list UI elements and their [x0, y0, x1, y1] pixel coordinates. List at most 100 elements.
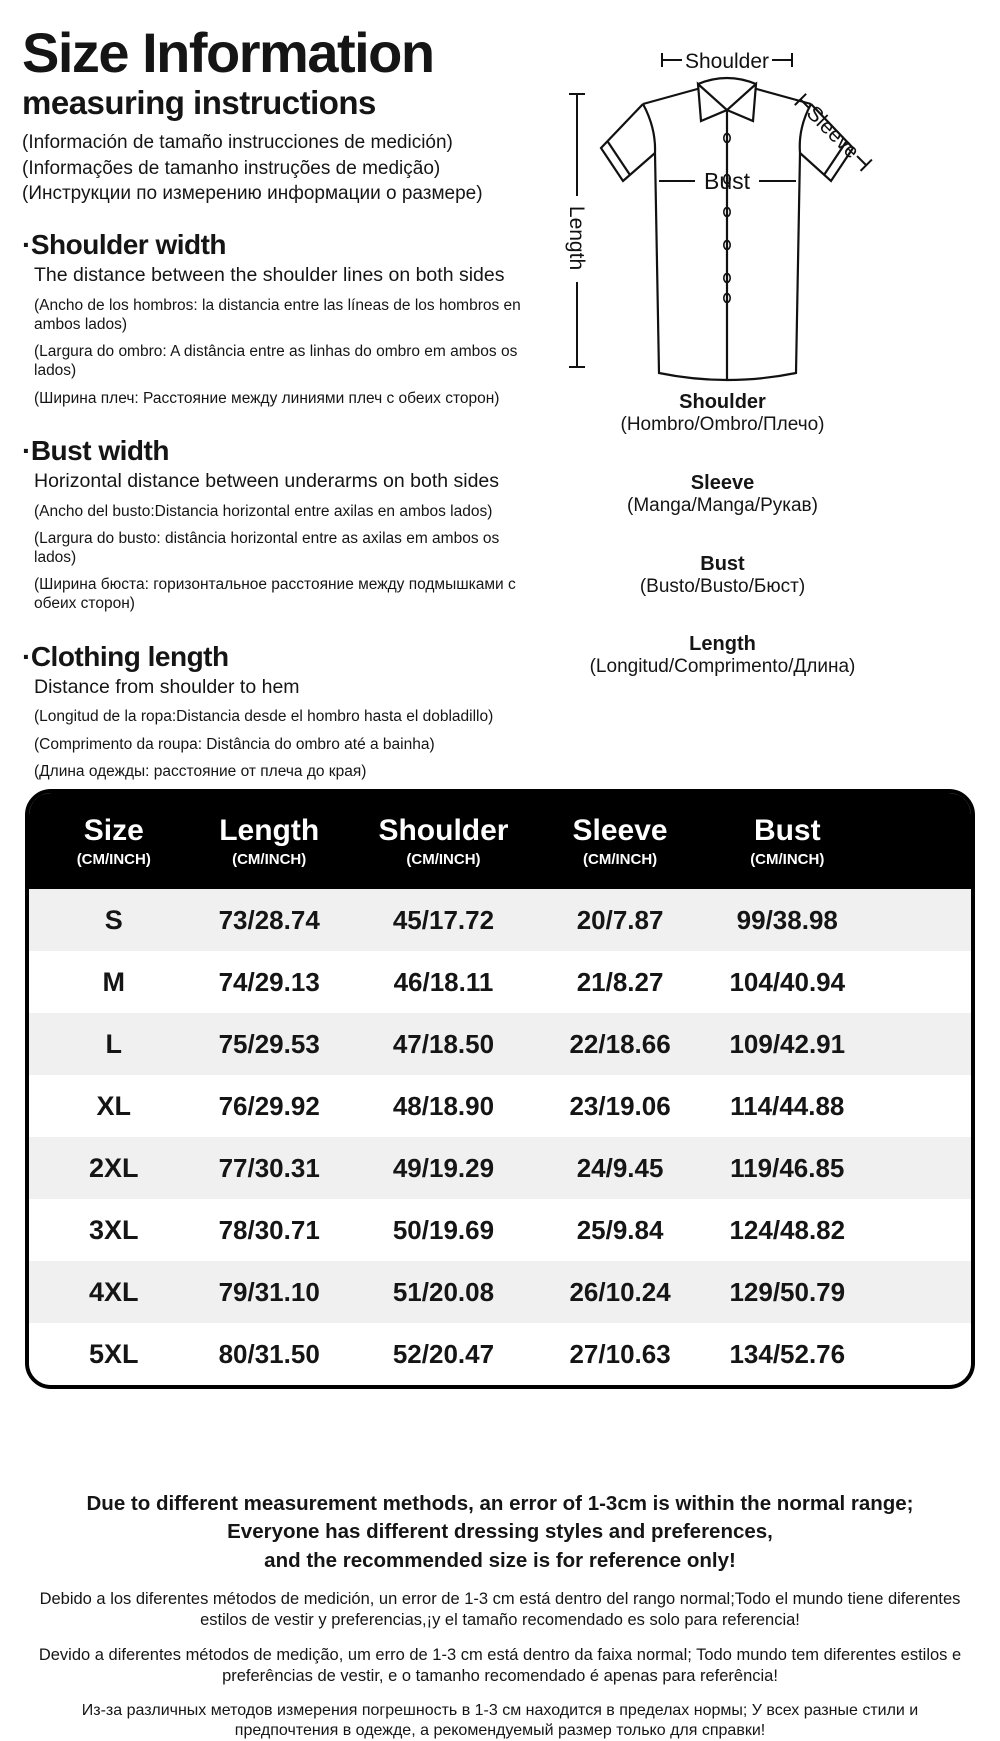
table-row: 5XL 80/31.50 52/20.47 27/10.63 134/52.76 [29, 1323, 971, 1385]
table-cell-sleeve: 23/19.06 [569, 1090, 671, 1121]
table-cell-size: XL [96, 1090, 132, 1121]
section-translation-pt: (Largura do busto: distância horizontal … [34, 529, 500, 566]
table-cell-shoulder: 45/17.72 [392, 904, 495, 935]
section-translation-ru: (Ширина плеч: Расстояние между линиями п… [34, 389, 500, 407]
legend-translation: (Longitud/Comprimento/Длина) [589, 656, 856, 678]
legend-term: Length [689, 633, 756, 656]
section-heading-text: Bust width [30, 434, 170, 466]
size-table: Size (CM/INCH) Length (CM/INCH) Shoulder… [25, 789, 975, 1389]
table-cell-bust: 119/46.85 [730, 1152, 845, 1183]
title-block: Size Information measuring instructions … [22, 21, 532, 206]
shirt-measurement-diagram: Shoulder Bust Length Sleeve [555, 46, 875, 388]
column-label: Size [83, 814, 144, 847]
sleeve-measure-label: Sleeve [802, 102, 864, 164]
subtitle-translation-es: (Información de tamaño instrucciones de … [22, 132, 453, 154]
bullet: · [22, 434, 31, 466]
legend-bust: Bust (Busto/Busto/Бюст) [495, 552, 950, 599]
section-translation-ru: (Ширина бюста: горизонтальное расстояние… [34, 576, 516, 613]
bullet: · [22, 640, 31, 672]
column-header-length: Length (CM/INCH) [199, 814, 340, 868]
table-cell-size: 2XL [89, 1152, 139, 1183]
diagram-legend: Shoulder (Hombro/Ombro/Плечо) Sleeve (Ma… [495, 390, 950, 713]
table-cell-shoulder: 52/20.47 [392, 1338, 495, 1369]
legend-translation: (Hombro/Ombro/Плечо) [620, 414, 825, 435]
table-cell-bust: 99/38.98 [736, 904, 838, 935]
table-cell-size: M [102, 966, 126, 997]
table-cell-length: 73/28.74 [218, 904, 320, 935]
table-cell-size: 5XL [89, 1338, 139, 1369]
section-heading: ·Bust width [22, 435, 528, 466]
column-label: Bust [753, 814, 821, 847]
length-measure-line [569, 93, 585, 368]
legend-translation: (Busto/Busto/Бюст) [639, 575, 806, 597]
table-cell-size: 4XL [89, 1276, 139, 1307]
disclaimer-en-line-1: Due to different measurement methods, an… [86, 1492, 914, 1515]
size-table-body: S 73/28.74 45/17.72 20/7.87 99/38.98 M 74/29.1… [29, 889, 971, 1385]
page-title: Size Information [22, 21, 435, 84]
disclaimer-en-line-3: and the recommended size is for referenc… [264, 1548, 736, 1572]
column-label: Sleeve [572, 814, 668, 847]
table-cell-bust: 129/50.79 [729, 1276, 846, 1307]
legend-length: Length (Longitud/Comprimento/Длина) [495, 632, 950, 679]
table-cell-sleeve: 22/18.66 [569, 1028, 671, 1059]
section-translation-es: (Ancho del busto:Distancia horizontal en… [34, 502, 493, 520]
column-unit: (CM/INCH) [406, 851, 481, 868]
section-heading: ·Clothing length [22, 641, 528, 672]
disclaimer: Due to different measurement methods, an… [0, 1490, 1000, 1741]
table-cell-shoulder: 49/19.29 [392, 1152, 495, 1183]
table-cell-length: 75/29.53 [218, 1028, 320, 1059]
column-label: Shoulder [378, 814, 509, 847]
section-heading: ·Shoulder width [22, 229, 528, 260]
bust-measure-label: Bust [704, 168, 751, 194]
table-cell-length: 79/31.10 [218, 1276, 320, 1307]
subtitle-translation-pt: (Informações de tamanho instruções de me… [22, 157, 441, 179]
column-header-bust: Bust (CM/INCH) [693, 814, 881, 868]
table-row: XL 76/29.92 48/18.90 23/19.06 114/44.88 [29, 1075, 971, 1137]
table-cell-bust: 104/40.94 [729, 966, 846, 997]
column-unit: (CM/INCH) [232, 851, 307, 868]
section-translation-es: (Longitud de la ropa:Distancia desde el … [34, 708, 494, 726]
column-unit: (CM/INCH) [76, 851, 151, 868]
legend-term: Bust [700, 552, 745, 575]
column-header-sleeve: Sleeve (CM/INCH) [547, 814, 693, 868]
table-cell-length: 77/30.31 [218, 1152, 320, 1183]
section-translation-ru: (Длина одежды: расстояние от плеча до кр… [34, 762, 367, 780]
table-row: 2XL 77/30.31 49/19.29 24/9.45 119/46.85 [29, 1137, 971, 1199]
section-heading-text: Shoulder width [30, 229, 227, 260]
table-cell-shoulder: 47/18.50 [392, 1028, 495, 1059]
column-label: Length [219, 814, 320, 847]
disclaimer-en-line-2: Everyone has different dressing styles a… [227, 1520, 773, 1544]
shoulder-measure-label: Shoulder [685, 50, 769, 73]
section-clothing-length: ·Clothing length Distance from shoulder … [22, 641, 528, 781]
table-cell-bust: 109/42.91 [729, 1028, 846, 1059]
table-row: L 75/29.53 47/18.50 22/18.66 109/42.91 [29, 1013, 971, 1075]
section-heading-text: Clothing length [30, 640, 229, 672]
table-row: 4XL 79/31.10 51/20.08 26/10.24 129/50.79 [29, 1261, 971, 1323]
column-unit: (CM/INCH) [750, 851, 825, 868]
table-cell-sleeve: 27/10.63 [569, 1338, 671, 1369]
section-translation-pt: (Comprimento da roupa: Distância do ombr… [34, 735, 435, 753]
size-table-header: Size (CM/INCH) Length (CM/INCH) Shoulder… [29, 793, 971, 889]
length-measure-label: Length [565, 206, 588, 270]
table-row: S 73/28.74 45/17.72 20/7.87 99/38.98 [29, 889, 971, 951]
section-translation-es: (Ancho de los hombros: la distancia entr… [34, 296, 521, 333]
table-cell-length: 80/31.50 [218, 1338, 320, 1369]
table-cell-length: 76/29.92 [218, 1090, 320, 1121]
disclaimer-ru: Из-за различных методов измерения погреш… [81, 1701, 919, 1739]
table-cell-shoulder: 46/18.11 [393, 966, 494, 997]
shoulder-measure-line [661, 53, 793, 67]
section-description: Horizontal distance between underarms on… [34, 470, 500, 493]
legend-sleeve: Sleeve (Manga/Manga/Рукав) [495, 471, 950, 518]
shirt-buttons [723, 132, 732, 304]
table-cell-sleeve: 21/8.27 [576, 966, 664, 997]
table-cell-sleeve: 26/10.24 [569, 1276, 671, 1307]
table-cell-size: L [105, 1028, 123, 1059]
table-cell-size: S [104, 904, 123, 935]
table-row: 3XL 78/30.71 50/19.69 25/9.84 124/48.82 [29, 1199, 971, 1261]
shirt-diagram-svg: Shoulder Bust Length Sleeve [565, 50, 873, 382]
subtitle-translation-ru: (Инструкции по измерению информации о ра… [22, 182, 483, 204]
legend-shoulder: Shoulder (Hombro/Ombro/Плечо) [495, 390, 950, 437]
legend-term: Sleeve [690, 471, 755, 494]
page-subtitle: measuring instructions [22, 84, 376, 122]
table-cell-bust: 124/48.82 [729, 1214, 846, 1245]
